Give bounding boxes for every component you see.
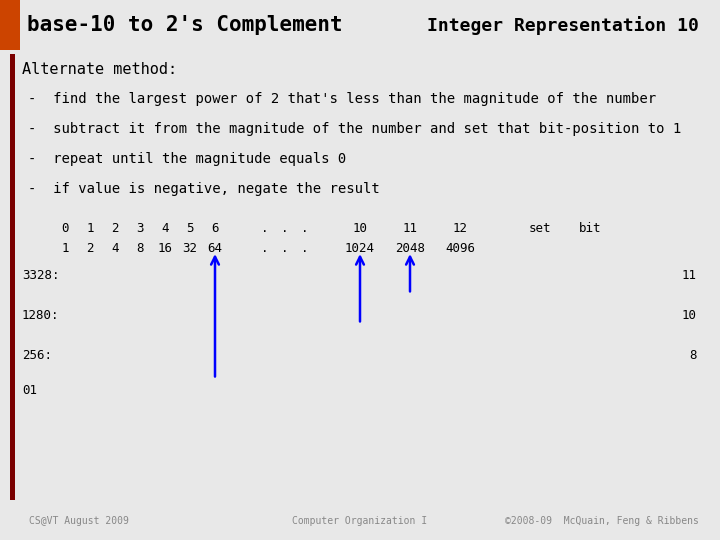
Text: 12: 12: [452, 222, 467, 235]
Text: .: .: [301, 242, 309, 255]
Text: 3: 3: [136, 222, 144, 235]
Text: CS@VT August 2009: CS@VT August 2009: [29, 516, 129, 525]
Text: 16: 16: [158, 242, 173, 255]
Text: 2: 2: [86, 242, 94, 255]
Text: Computer Organization I: Computer Organization I: [292, 516, 428, 525]
Text: .: .: [301, 222, 309, 235]
Text: 2: 2: [112, 222, 119, 235]
Text: .: .: [261, 222, 269, 235]
Text: 10: 10: [353, 222, 367, 235]
Text: 2048: 2048: [395, 242, 425, 255]
Text: 8: 8: [690, 349, 697, 362]
Text: 6: 6: [211, 222, 219, 235]
Text: .: .: [282, 242, 289, 255]
Text: 0: 0: [61, 222, 68, 235]
Text: 1024: 1024: [345, 242, 375, 255]
Text: -  if value is negative, negate the result: - if value is negative, negate the resul…: [28, 182, 379, 196]
Text: 10: 10: [682, 309, 697, 322]
Text: Integer Representation 10: Integer Representation 10: [426, 16, 698, 35]
Text: ©2008-09  McQuain, Feng & Ribbens: ©2008-09 McQuain, Feng & Ribbens: [505, 516, 698, 525]
Text: -  subtract it from the magnitude of the number and set that bit-position to 1: - subtract it from the magnitude of the …: [28, 122, 681, 136]
Bar: [10, 54, 15, 500]
Text: 3328:: 3328:: [22, 269, 60, 282]
Text: 11: 11: [682, 269, 697, 282]
Text: base-10 to 2's Complement: base-10 to 2's Complement: [27, 15, 343, 35]
Bar: [0, 0, 20, 50]
Text: 1: 1: [61, 242, 68, 255]
Text: 32: 32: [182, 242, 197, 255]
Text: .: .: [261, 242, 269, 255]
Text: 01: 01: [22, 384, 37, 397]
Text: 11: 11: [402, 222, 418, 235]
Text: 256:: 256:: [22, 349, 52, 362]
Text: .: .: [282, 222, 289, 235]
Text: -  find the largest power of 2 that's less than the magnitude of the number: - find the largest power of 2 that's les…: [28, 92, 656, 106]
Text: 5: 5: [186, 222, 194, 235]
Text: -  repeat until the magnitude equals 0: - repeat until the magnitude equals 0: [28, 152, 346, 166]
Text: 1: 1: [86, 222, 94, 235]
Text: 1280:: 1280:: [22, 309, 60, 322]
Text: 4: 4: [112, 242, 119, 255]
Text: 4: 4: [161, 222, 168, 235]
Text: Alternate method:: Alternate method:: [22, 62, 177, 77]
Text: 64: 64: [207, 242, 222, 255]
Text: set: set: [528, 222, 552, 235]
Text: 8: 8: [136, 242, 144, 255]
Text: bit: bit: [579, 222, 601, 235]
Text: 4096: 4096: [445, 242, 475, 255]
